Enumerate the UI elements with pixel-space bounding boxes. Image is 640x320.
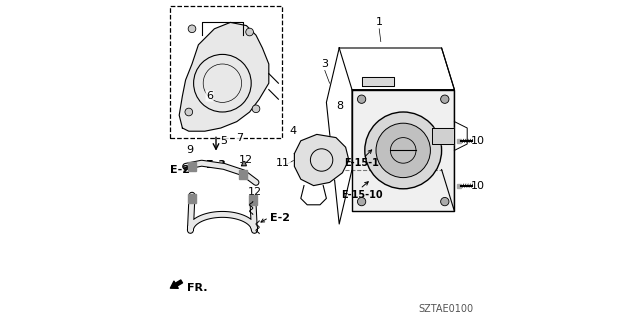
- Text: E-2: E-2: [170, 164, 189, 175]
- Text: 12: 12: [247, 187, 262, 197]
- Text: 10: 10: [471, 136, 485, 146]
- Polygon shape: [242, 162, 246, 166]
- Circle shape: [440, 95, 449, 103]
- Text: 4: 4: [289, 126, 296, 136]
- Polygon shape: [352, 90, 454, 211]
- Bar: [189, 162, 195, 171]
- Bar: [188, 162, 196, 171]
- Text: E-2: E-2: [270, 212, 291, 223]
- Bar: [249, 195, 257, 205]
- Bar: [239, 170, 247, 179]
- Text: 10: 10: [471, 180, 485, 191]
- Text: 3: 3: [321, 59, 328, 69]
- Bar: [250, 196, 256, 204]
- Circle shape: [440, 197, 449, 206]
- Text: 7: 7: [236, 132, 243, 143]
- Text: 5: 5: [221, 136, 227, 146]
- Polygon shape: [362, 77, 394, 86]
- Text: E-15-10: E-15-10: [340, 190, 383, 200]
- Text: 6: 6: [206, 91, 213, 101]
- Polygon shape: [179, 22, 269, 131]
- Bar: [457, 139, 461, 143]
- Circle shape: [357, 197, 366, 206]
- Circle shape: [376, 123, 430, 178]
- Circle shape: [185, 108, 193, 116]
- Bar: [457, 184, 461, 188]
- Text: 1: 1: [376, 17, 383, 28]
- Text: E-15-10: E-15-10: [344, 158, 386, 168]
- Text: SZTAE0100: SZTAE0100: [419, 304, 474, 314]
- Circle shape: [365, 112, 442, 189]
- Text: FR.: FR.: [187, 283, 208, 293]
- Bar: [188, 194, 196, 203]
- Bar: [240, 170, 246, 179]
- Polygon shape: [294, 134, 349, 186]
- Polygon shape: [432, 128, 454, 144]
- Circle shape: [357, 95, 366, 103]
- Text: 8: 8: [337, 100, 344, 111]
- Bar: [170, 6, 282, 138]
- Bar: [189, 194, 195, 203]
- Text: 12: 12: [239, 155, 253, 165]
- Text: 9: 9: [186, 145, 193, 156]
- Circle shape: [246, 28, 253, 36]
- Text: E-3: E-3: [206, 160, 226, 170]
- Circle shape: [252, 105, 260, 113]
- Text: 11: 11: [276, 158, 290, 168]
- Circle shape: [188, 25, 196, 33]
